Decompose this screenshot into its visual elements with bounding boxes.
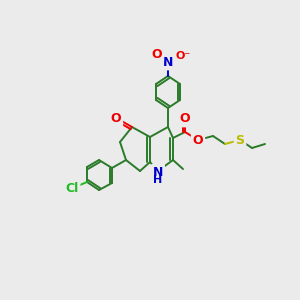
Text: O⁻: O⁻ <box>176 51 190 61</box>
Text: N: N <box>153 166 163 178</box>
Text: O: O <box>180 112 190 125</box>
Text: O: O <box>152 47 162 61</box>
Text: H: H <box>153 175 163 185</box>
Text: O: O <box>193 134 203 146</box>
Text: S: S <box>236 134 244 146</box>
Text: O: O <box>111 112 121 125</box>
Text: N: N <box>163 56 173 68</box>
Text: Cl: Cl <box>65 182 79 194</box>
